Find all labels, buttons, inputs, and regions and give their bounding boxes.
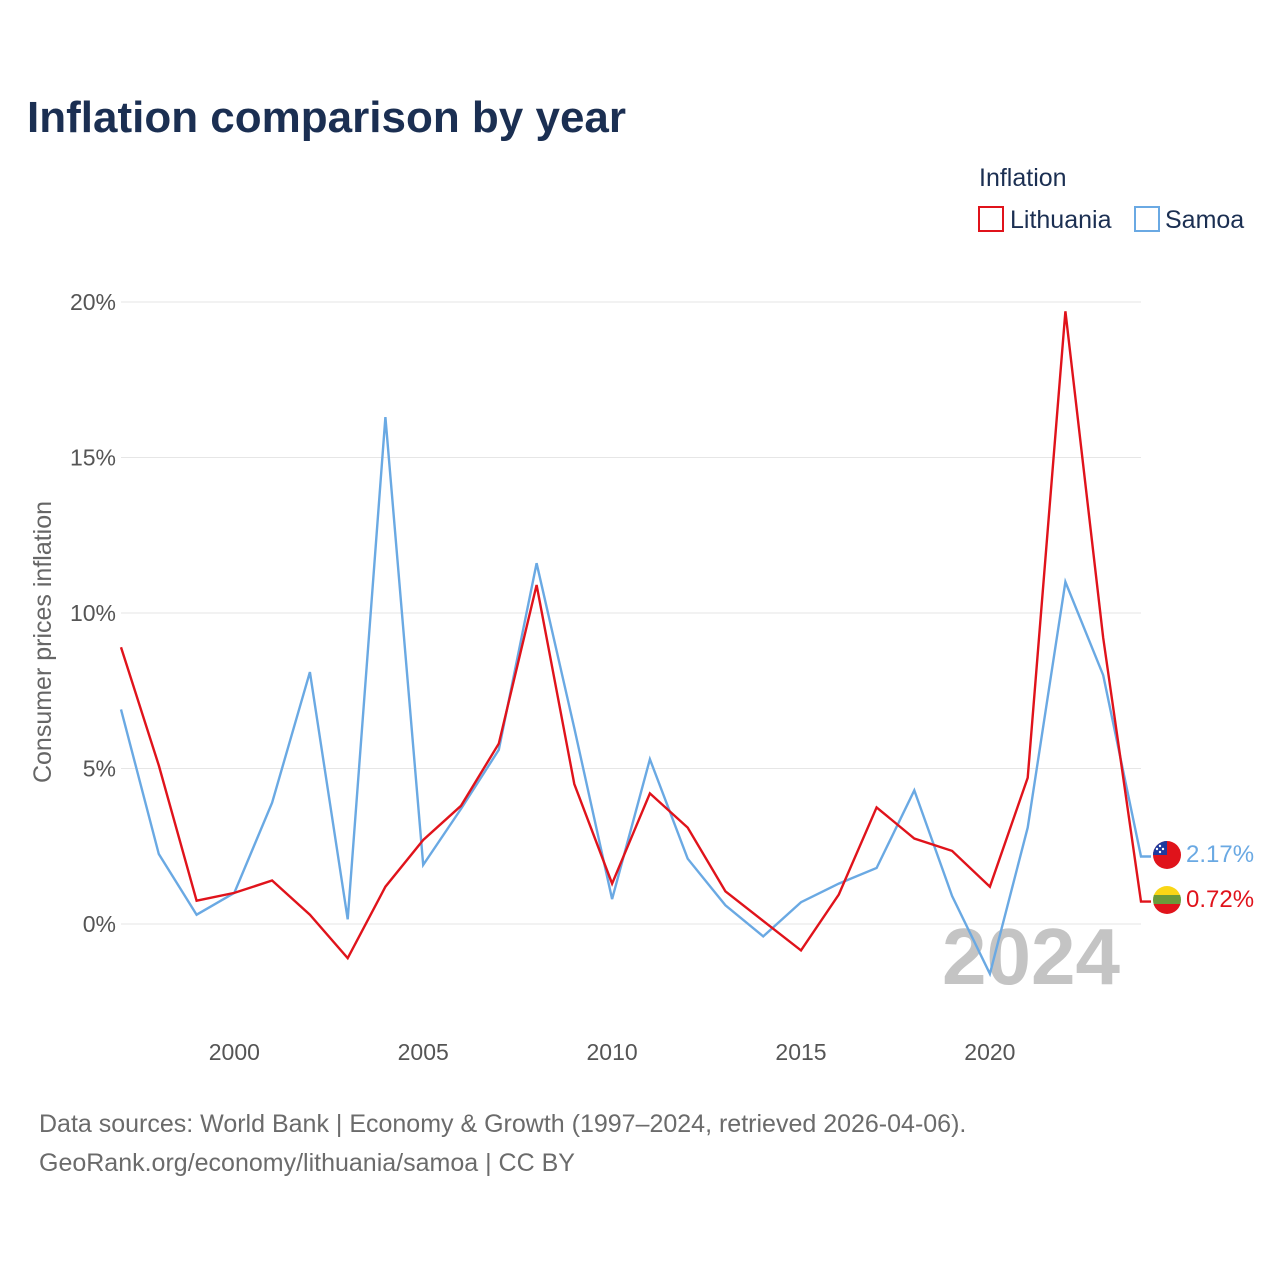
- y-tick-label: 5%: [83, 756, 116, 782]
- samoa-flag-icon: [1153, 841, 1181, 869]
- legend-title: Inflation: [979, 164, 1067, 192]
- source-line-1: Data sources: World Bank | Economy & Gro…: [39, 1110, 966, 1138]
- legend: Inflation Lithuania Samoa: [978, 164, 1244, 234]
- lithuania-end-value: 0.72%: [1186, 886, 1254, 913]
- series-lines: [119, 311, 1151, 978]
- legend-swatch-samoa[interactable]: [1134, 206, 1160, 232]
- legend-label-lithuania[interactable]: Lithuania: [1010, 206, 1112, 234]
- x-tick-label: 2000: [209, 1039, 260, 1065]
- y-tick-label: 10%: [70, 600, 116, 626]
- source-line-2[interactable]: GeoRank.org/economy/lithuania/samoa | CC…: [39, 1149, 575, 1177]
- lithuania-flag-icon: [1153, 886, 1181, 914]
- chart-title: Inflation comparison by year: [27, 93, 626, 142]
- samoa-end-value: 2.17%: [1186, 841, 1254, 868]
- x-axis-ticks: 2000 2005 2010 2015 2020: [209, 1039, 1016, 1065]
- y-tick-label: 20%: [70, 289, 116, 315]
- x-tick-label: 2020: [964, 1039, 1015, 1065]
- legend-swatch-lithuania[interactable]: [978, 206, 1004, 232]
- y-tick-label: 15%: [70, 445, 116, 471]
- x-tick-label: 2005: [398, 1039, 449, 1065]
- y-tick-label: 0%: [83, 911, 116, 937]
- y-axis-label: Consumer prices inflation: [29, 501, 57, 783]
- year-watermark: 2024: [942, 912, 1120, 1001]
- legend-label-samoa[interactable]: Samoa: [1165, 206, 1244, 234]
- x-tick-label: 2015: [775, 1039, 826, 1065]
- x-tick-label: 2010: [587, 1039, 638, 1065]
- y-axis-ticks: 0% 5% 10% 15% 20%: [70, 289, 116, 937]
- series-line-lithuania[interactable]: [119, 311, 1151, 961]
- gridlines: [121, 301, 1141, 925]
- series-line-samoa[interactable]: [119, 416, 1151, 978]
